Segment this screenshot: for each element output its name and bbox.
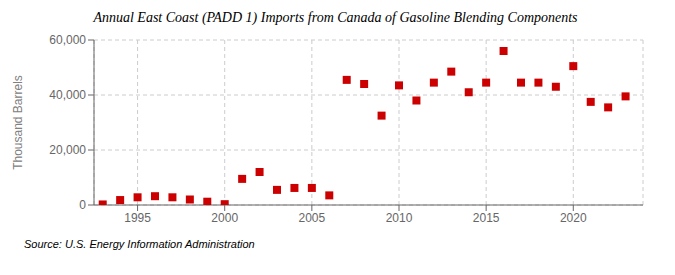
html-text:Annual East Coast (PADD 1) Imp: Annual East Coast (PADD 1) Imports from …: [93, 10, 578, 25]
svg-text:0: 0: [79, 198, 86, 212]
svg-text:2020: 2020: [560, 211, 587, 225]
svg-text:2015: 2015: [473, 211, 500, 225]
svg-text:2010: 2010: [386, 211, 413, 225]
svg-text:1995: 1995: [124, 211, 151, 225]
svg-text:20,000: 20,000: [49, 143, 86, 157]
svg-text:Thousand Barrels: Thousand Barrels: [11, 75, 25, 170]
svg-text:60,000: 60,000: [49, 33, 86, 47]
svg-text:40,000: 40,000: [49, 88, 86, 102]
svg-text:2000: 2000: [211, 211, 238, 225]
html-text:Source: U.S. Energy Informatio: Source: U.S. Energy Information Administ…: [24, 238, 255, 250]
svg-text:2005: 2005: [299, 211, 326, 225]
